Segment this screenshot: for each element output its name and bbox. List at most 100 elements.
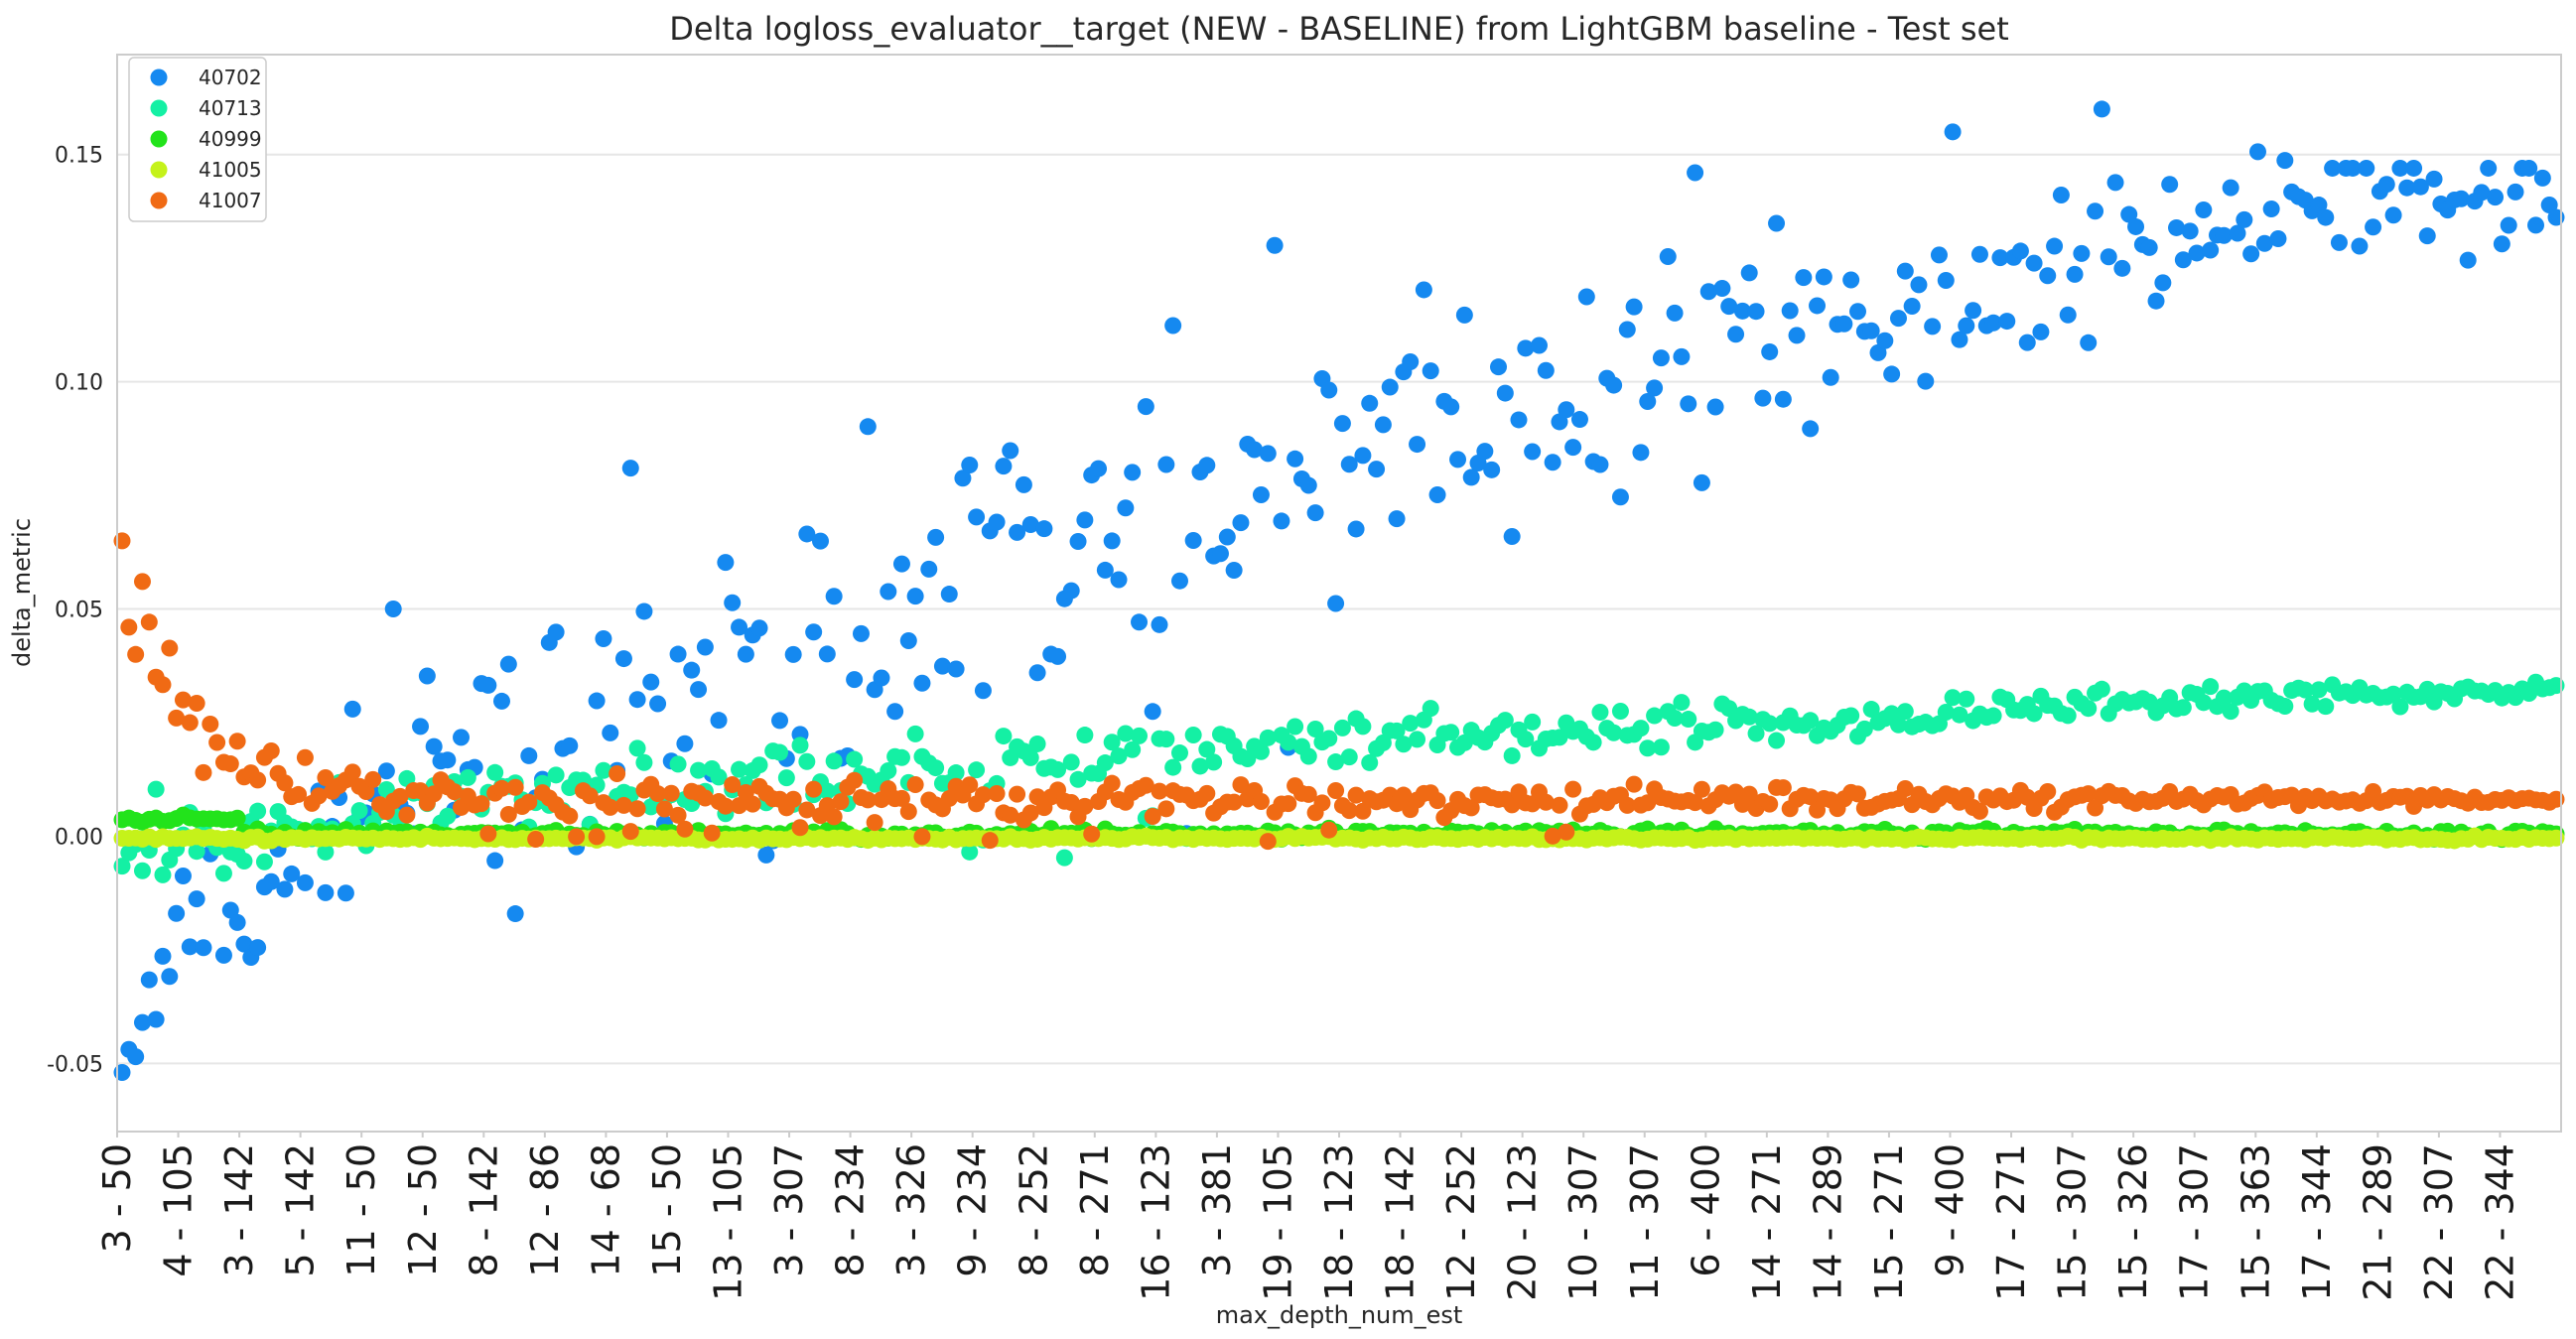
point-40702 [2113,259,2131,277]
point-40702 [1625,298,1643,316]
point-40713 [1131,727,1149,744]
point-40702 [127,1048,145,1066]
point-41007 [1198,784,1216,802]
point-40713 [2202,678,2220,696]
point-40702 [2418,227,2436,245]
point-41007 [520,793,538,811]
legend-frame [128,57,267,222]
point-40702 [676,735,694,752]
legend-label-41005: 41005 [199,158,262,182]
point-41007 [1340,802,1358,820]
point-40702 [1802,420,1820,438]
x-tick-label: 17 - 271 [1989,1143,2033,1301]
point-40702 [1259,445,1277,463]
x-tick-label: 22 - 344 [2478,1143,2521,1301]
point-40702 [2154,274,2172,292]
point-41007 [703,824,721,842]
y-tick-label: -0.05 [47,1052,103,1077]
point-41007 [649,785,667,803]
y-tick-label: 0.10 [55,371,103,396]
point-40702 [602,724,619,741]
point-40702 [2174,251,2192,269]
x-tick-label: 12 - 86 [523,1143,567,1277]
point-40713 [249,802,267,820]
legend-marker-41007 [150,192,168,209]
point-40702 [133,1013,151,1031]
x-tick-label: 19 - 105 [1256,1143,1299,1301]
point-40713 [1503,746,1521,764]
legend-marker-40702 [150,68,168,86]
point-41007 [655,800,673,818]
point-40702 [968,508,986,526]
point-40713 [1049,760,1067,778]
point-40702 [1951,331,1968,348]
point-40702 [214,946,232,964]
point-41007 [628,800,646,818]
point-41007 [364,770,382,788]
point-40702 [2452,190,2470,207]
point-40713 [1862,701,1880,719]
point-41007 [1232,776,1250,794]
point-41007 [744,795,761,813]
point-40702 [262,872,280,890]
point-40702 [2018,334,2036,351]
point-40702 [1409,436,1426,454]
point-40702 [818,645,836,663]
point-41007 [731,797,748,815]
point-40713 [2215,689,2233,707]
point-40702 [154,947,172,965]
x-tick-label: 8 - 142 [462,1143,505,1277]
data-points [113,100,2565,1081]
legend-label-41007: 41007 [199,189,262,212]
point-41007 [499,805,517,823]
point-40702 [1021,515,1039,533]
point-40702 [2059,306,2077,324]
point-40713 [1652,738,1670,756]
point-41007 [961,776,979,794]
point-40713 [439,807,457,825]
point-40702 [453,729,471,746]
point-40702 [940,586,958,603]
point-40702 [283,865,301,882]
point-40702 [317,883,335,901]
point-40702 [947,660,965,678]
point-40702 [1354,447,1372,465]
point-41007 [1503,796,1521,814]
point-40702 [2520,159,2538,177]
point-40713 [2195,694,2213,712]
point-41007 [1144,807,1161,825]
point-41007 [859,791,877,809]
point-40702 [2093,100,2110,118]
point-41007 [1774,779,1792,797]
point-40702 [798,525,816,543]
point-40702 [1842,271,1860,289]
point-41007 [391,787,409,805]
point-40702 [750,619,768,637]
point-40702 [1009,523,1026,541]
x-tick-label: 8 - 234 [829,1143,873,1277]
point-41007 [1320,821,1338,839]
point-40702 [2493,235,2510,253]
point-40713 [1170,744,1188,762]
point-40713 [1076,727,1094,744]
point-40702 [2425,170,2443,188]
point-40713 [968,761,986,779]
point-41007 [310,787,328,805]
point-41007 [784,790,802,808]
point-41007 [425,785,443,803]
point-40702 [1618,321,1636,338]
point-41007 [296,748,314,766]
point-40702 [1069,532,1087,550]
point-40999 [228,809,246,827]
point-41007 [669,806,687,824]
point-40713 [1944,689,1962,707]
point-41007 [696,789,714,807]
point-40713 [1028,735,1046,752]
point-41007 [1544,827,1561,845]
point-40702 [1591,456,1609,473]
point-40702 [147,1010,165,1028]
point-40702 [1713,280,1731,298]
point-40713 [771,743,789,761]
point-41007 [506,778,524,796]
point-40702 [2310,197,2328,214]
